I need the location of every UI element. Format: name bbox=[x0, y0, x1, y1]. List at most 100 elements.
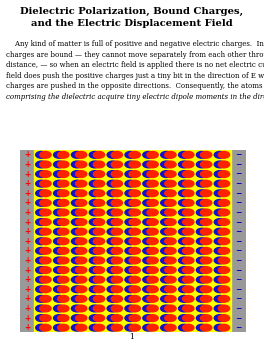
Ellipse shape bbox=[143, 238, 154, 244]
Ellipse shape bbox=[147, 305, 158, 312]
Text: +: + bbox=[24, 304, 30, 313]
Text: −: − bbox=[235, 314, 241, 323]
Ellipse shape bbox=[107, 257, 119, 264]
Ellipse shape bbox=[111, 276, 122, 283]
Ellipse shape bbox=[58, 248, 69, 254]
Ellipse shape bbox=[54, 276, 65, 283]
Ellipse shape bbox=[147, 228, 158, 235]
Ellipse shape bbox=[200, 161, 212, 168]
Ellipse shape bbox=[183, 324, 194, 331]
Ellipse shape bbox=[71, 151, 83, 158]
Ellipse shape bbox=[143, 180, 154, 187]
Ellipse shape bbox=[161, 296, 172, 302]
Ellipse shape bbox=[183, 315, 194, 322]
Ellipse shape bbox=[196, 286, 208, 293]
Ellipse shape bbox=[165, 286, 176, 293]
Ellipse shape bbox=[129, 296, 140, 302]
Ellipse shape bbox=[93, 267, 105, 273]
Ellipse shape bbox=[93, 199, 105, 206]
Ellipse shape bbox=[125, 257, 136, 264]
Ellipse shape bbox=[147, 276, 158, 283]
Ellipse shape bbox=[214, 180, 225, 187]
Ellipse shape bbox=[107, 296, 119, 302]
Ellipse shape bbox=[165, 257, 176, 264]
Ellipse shape bbox=[129, 315, 140, 322]
Ellipse shape bbox=[147, 190, 158, 197]
Ellipse shape bbox=[93, 315, 105, 322]
Ellipse shape bbox=[161, 209, 172, 216]
Ellipse shape bbox=[183, 305, 194, 312]
Ellipse shape bbox=[143, 161, 154, 168]
Ellipse shape bbox=[107, 238, 119, 244]
Ellipse shape bbox=[76, 315, 87, 322]
Ellipse shape bbox=[93, 219, 105, 225]
Ellipse shape bbox=[89, 248, 101, 254]
Ellipse shape bbox=[111, 219, 122, 225]
Ellipse shape bbox=[71, 276, 83, 283]
Ellipse shape bbox=[89, 286, 101, 293]
Ellipse shape bbox=[200, 305, 212, 312]
Ellipse shape bbox=[165, 267, 176, 273]
Ellipse shape bbox=[36, 219, 47, 225]
Ellipse shape bbox=[196, 180, 208, 187]
Ellipse shape bbox=[147, 324, 158, 331]
Ellipse shape bbox=[183, 151, 194, 158]
Ellipse shape bbox=[143, 305, 154, 312]
Text: charges are pushed in the opposite directions.  Consequently, the atoms and the : charges are pushed in the opposite direc… bbox=[6, 82, 264, 90]
Ellipse shape bbox=[143, 267, 154, 273]
Ellipse shape bbox=[93, 286, 105, 293]
Text: −: − bbox=[235, 150, 241, 159]
Ellipse shape bbox=[76, 267, 87, 273]
Ellipse shape bbox=[129, 267, 140, 273]
Ellipse shape bbox=[76, 276, 87, 283]
Ellipse shape bbox=[178, 276, 190, 283]
Ellipse shape bbox=[93, 257, 105, 264]
Ellipse shape bbox=[147, 248, 158, 254]
Ellipse shape bbox=[107, 248, 119, 254]
Ellipse shape bbox=[89, 315, 101, 322]
Ellipse shape bbox=[89, 151, 101, 158]
Ellipse shape bbox=[40, 199, 51, 206]
Ellipse shape bbox=[143, 324, 154, 331]
Ellipse shape bbox=[89, 276, 101, 283]
Ellipse shape bbox=[58, 257, 69, 264]
Ellipse shape bbox=[36, 180, 47, 187]
Ellipse shape bbox=[183, 296, 194, 302]
Ellipse shape bbox=[54, 161, 65, 168]
Ellipse shape bbox=[165, 228, 176, 235]
Ellipse shape bbox=[107, 180, 119, 187]
Ellipse shape bbox=[89, 180, 101, 187]
Ellipse shape bbox=[161, 315, 172, 322]
Text: −: − bbox=[235, 304, 241, 313]
Ellipse shape bbox=[54, 171, 65, 177]
Ellipse shape bbox=[147, 151, 158, 158]
Ellipse shape bbox=[76, 324, 87, 331]
Ellipse shape bbox=[143, 286, 154, 293]
Ellipse shape bbox=[200, 209, 212, 216]
Ellipse shape bbox=[214, 209, 225, 216]
Ellipse shape bbox=[107, 324, 119, 331]
Ellipse shape bbox=[36, 324, 47, 331]
Ellipse shape bbox=[178, 267, 190, 273]
Ellipse shape bbox=[147, 238, 158, 244]
Ellipse shape bbox=[36, 315, 47, 322]
Text: +: + bbox=[24, 208, 30, 217]
Ellipse shape bbox=[93, 151, 105, 158]
Ellipse shape bbox=[161, 180, 172, 187]
Text: +: + bbox=[24, 189, 30, 198]
Ellipse shape bbox=[178, 199, 190, 206]
Ellipse shape bbox=[107, 219, 119, 225]
Ellipse shape bbox=[143, 190, 154, 197]
Text: −: − bbox=[235, 208, 241, 217]
Ellipse shape bbox=[178, 305, 190, 312]
Ellipse shape bbox=[54, 209, 65, 216]
Ellipse shape bbox=[147, 267, 158, 273]
Ellipse shape bbox=[58, 324, 69, 331]
Text: field does push the positive charges just a tiny bit in the direction of E while: field does push the positive charges jus… bbox=[6, 72, 264, 79]
Ellipse shape bbox=[40, 305, 51, 312]
Ellipse shape bbox=[107, 151, 119, 158]
Ellipse shape bbox=[107, 209, 119, 216]
Ellipse shape bbox=[89, 305, 101, 312]
Ellipse shape bbox=[125, 296, 136, 302]
Text: −: − bbox=[235, 294, 241, 303]
